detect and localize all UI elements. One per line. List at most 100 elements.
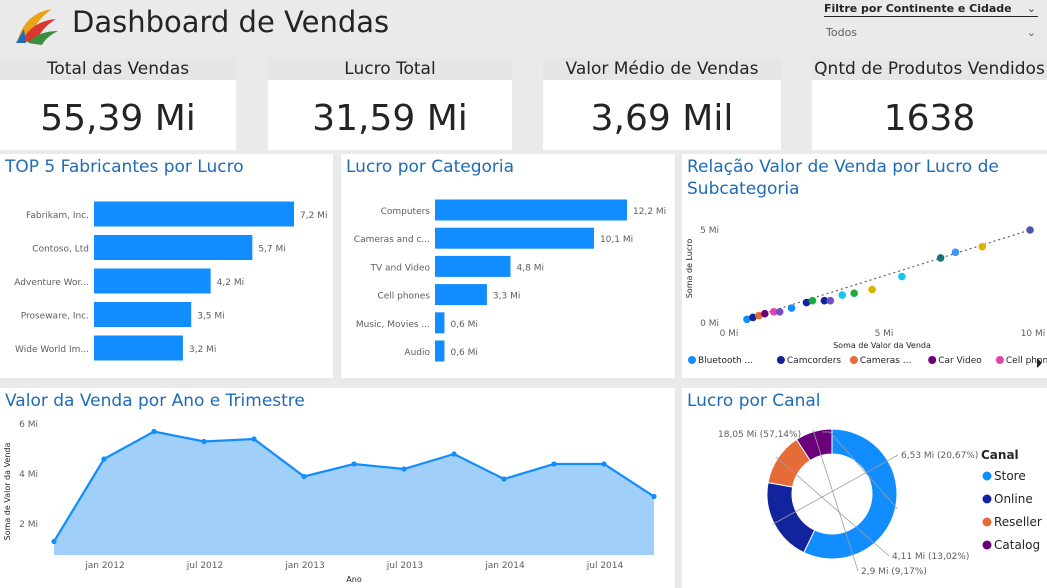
chart-title: Relação Valor de Venda por Lucro de Subc… — [687, 156, 999, 200]
data-point — [451, 451, 457, 457]
data-label: 0,6 Mi — [450, 348, 477, 358]
trend-line — [745, 228, 1034, 320]
scatter-point — [951, 248, 960, 257]
filter-label[interactable]: Filtre por Continente e Cidade ⌄ — [824, 2, 1038, 17]
data-label: 18,05 Mi (57,14%) — [718, 430, 801, 440]
data-label: 4,11 Mi (13,02%) — [892, 552, 969, 562]
filter-value: Todos — [826, 26, 858, 39]
chevron-down-icon[interactable]: ⌄ — [1026, 26, 1036, 39]
y-tick-label: 6 Mi — [19, 420, 38, 430]
data-label: 3,3 Mi — [493, 292, 520, 302]
scatter-point — [826, 296, 835, 305]
data-point — [601, 461, 607, 467]
donut-chart[interactable]: 18,05 Mi (57,14%) 6,53 Mi (20,67%) 4,11 Mi… — [682, 388, 1047, 588]
legend-marker — [982, 517, 992, 527]
data-point — [51, 538, 57, 545]
category-label: Contoso, Ltd — [32, 245, 89, 255]
data-point — [101, 456, 107, 462]
data-point — [501, 476, 507, 482]
x-tick-label: jan 2014 — [484, 561, 525, 571]
bar — [435, 312, 445, 334]
legend-marker — [928, 356, 937, 364]
legend-label: Cameras ... — [860, 356, 911, 366]
kpi-value: 3,69 Mil — [590, 98, 734, 139]
y-tick-label: 4 Mi — [19, 470, 38, 480]
donut-slice — [766, 482, 816, 554]
scatter-point — [1026, 226, 1034, 234]
fabricantes-bar-chart[interactable]: Fabrikam, Inc. 7,2 Mi Contoso, Ltd 5,7 Mi Ad… — [0, 154, 333, 378]
bar — [435, 284, 487, 306]
continent-city-filter[interactable]: Todos ⌄ — [826, 26, 1038, 44]
scatter-point — [868, 285, 876, 294]
chart-panel-fabricantes[interactable]: TOP 5 Fabricantes por Lucro Fabrikam, In… — [0, 154, 333, 378]
chevron-down-icon[interactable]: ⌄ — [1026, 2, 1036, 15]
legend-marker — [688, 356, 696, 364]
kpi-card-total-vendas: Total das Vendas 55,39 Mi — [0, 58, 236, 150]
chart-title-line2: Subcategoria — [687, 179, 800, 199]
categoria-bar-chart[interactable]: Computers 12,2 Mi Cameras and c... 10,1 Mi T… — [341, 154, 675, 378]
scatter-point — [978, 242, 987, 251]
chart-panel-area[interactable]: Valor da Venda por Ano e Trimestre 2 Mi 4… — [0, 388, 675, 588]
data-point — [201, 438, 207, 445]
category-label: Computers — [381, 207, 431, 217]
category-label: Proseware, Inc. — [21, 312, 89, 322]
category-label: Adventure Wor... — [14, 278, 89, 288]
data-point — [351, 461, 357, 467]
data-label: 3,5 Mi — [197, 312, 224, 322]
scatter-point — [749, 313, 757, 322]
scatter-point — [802, 298, 811, 307]
legend-label: Bluetooth ... — [698, 356, 753, 366]
leader-line — [822, 431, 898, 510]
scatter-point — [755, 311, 763, 320]
data-point — [301, 473, 307, 480]
legend-label: Store — [994, 469, 1026, 483]
category-label: Fabrikam, Inc. — [26, 211, 89, 221]
data-label: 12,2 Mi — [633, 207, 666, 217]
bar — [94, 302, 192, 327]
category-label: Audio — [404, 348, 430, 358]
data-label: 7,2 Mi — [300, 211, 327, 221]
bar — [94, 201, 294, 227]
scatter-point — [775, 308, 784, 316]
chart-panel-donut[interactable]: Lucro por Canal 18,05 Mi (57,14%) 6,53 Mi… — [682, 388, 1047, 588]
chart-panel-categoria[interactable]: Lucro por Categoria Computers 12,2 Mi Came… — [341, 154, 675, 378]
y-tick-label: 5 Mi — [700, 226, 719, 236]
kpi-card-qntd-produtos: Qntd de Produtos Vendidos 1638 — [812, 58, 1047, 150]
bar — [94, 335, 183, 361]
donut-slice — [803, 428, 898, 560]
page-title: Dashboard de Vendas — [72, 5, 390, 39]
x-tick-label: jul 2012 — [186, 561, 223, 571]
bar — [435, 199, 627, 221]
data-label: 3,2 Mi — [189, 345, 216, 355]
area-chart[interactable]: 2 Mi 4 Mi 6 Mi jan 2012 jul 2012 jan 2013 jul … — [0, 388, 675, 588]
data-point — [251, 436, 257, 442]
chart-title-line1: Relação Valor de Venda por Lucro de — [687, 157, 999, 177]
scatter-point — [743, 315, 751, 324]
chart-title: Valor da Venda por Ano e Trimestre — [5, 391, 305, 411]
legend-label: Cell phones ... — [1006, 356, 1047, 366]
data-label: 6,53 Mi (20,67%) — [901, 451, 978, 461]
scatter-point — [808, 296, 817, 305]
x-tick-label: jul 2014 — [586, 561, 624, 571]
x-tick-label: 5 Mi — [875, 329, 894, 339]
chart-title: Lucro por Canal — [687, 391, 821, 411]
data-label: 2,9 Mi (9,17%) — [861, 567, 927, 577]
category-label: TV and Video — [369, 263, 430, 273]
x-axis-title: Soma de Valor da Venda — [833, 341, 931, 350]
x-axis-title: Ano — [346, 575, 362, 584]
data-label: 10,1 Mi — [600, 235, 633, 245]
filter-label-text: Filtre por Continente e Cidade — [824, 2, 1012, 15]
legend-label: Online — [994, 492, 1033, 506]
legend-next-arrow-icon[interactable] — [1037, 358, 1042, 368]
area-fill — [54, 431, 654, 555]
kpi-value: 55,39 Mi — [40, 98, 196, 139]
bar — [435, 340, 445, 362]
legend-label: Camcorders — [787, 356, 842, 366]
bar — [94, 235, 253, 260]
kpi-card-valor-medio: Valor Médio de Vendas 3,69 Mil — [543, 58, 781, 150]
chart-panel-scatter[interactable]: Relação Valor de Venda por Lucro de Subc… — [682, 154, 1047, 378]
leader-line — [772, 454, 899, 525]
scatter-point — [850, 289, 858, 298]
scatter-chart[interactable]: 0 Mi 5 Mi 10 Mi 0 Mi 5 Mi Soma de Valor da Ve… — [682, 154, 1047, 378]
kpi-label: Lucro Total — [268, 58, 512, 80]
